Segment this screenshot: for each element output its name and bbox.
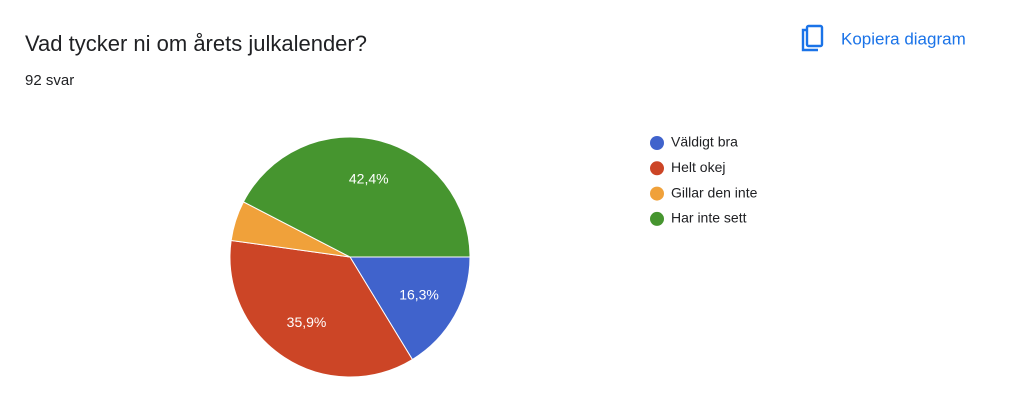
button-bg[interactable]	[795, 22, 995, 58]
pie-slice	[349, 256, 471, 361]
legend-marker	[650, 186, 664, 201]
legend-label: Väldigt bra	[671, 134, 738, 150]
pie-slice	[229, 239, 414, 378]
legend-marker	[650, 211, 664, 226]
button-label[interactable]: Kopiera diagram	[841, 29, 966, 48]
copy-icon	[805, 24, 824, 48]
copy-button[interactable]: Kopiera diagram	[795, 22, 995, 58]
legend-marker	[650, 161, 664, 176]
legend-label: Har inte sett	[671, 210, 747, 226]
legend-label: Gillar den inte	[671, 184, 758, 200]
legend-label: Helt okej	[671, 159, 725, 175]
copy-icon	[801, 28, 818, 52]
legend-marker	[650, 136, 664, 150]
pie-slice	[242, 136, 471, 258]
chart-subtitle: 92 svar	[25, 72, 74, 89]
slice-label: 16,3%	[399, 287, 439, 303]
slice-label: 35,9%	[287, 314, 327, 330]
chart-title: Vad tycker ni om årets julkalender?	[25, 31, 367, 56]
slice-label: 42,4%	[349, 171, 389, 187]
